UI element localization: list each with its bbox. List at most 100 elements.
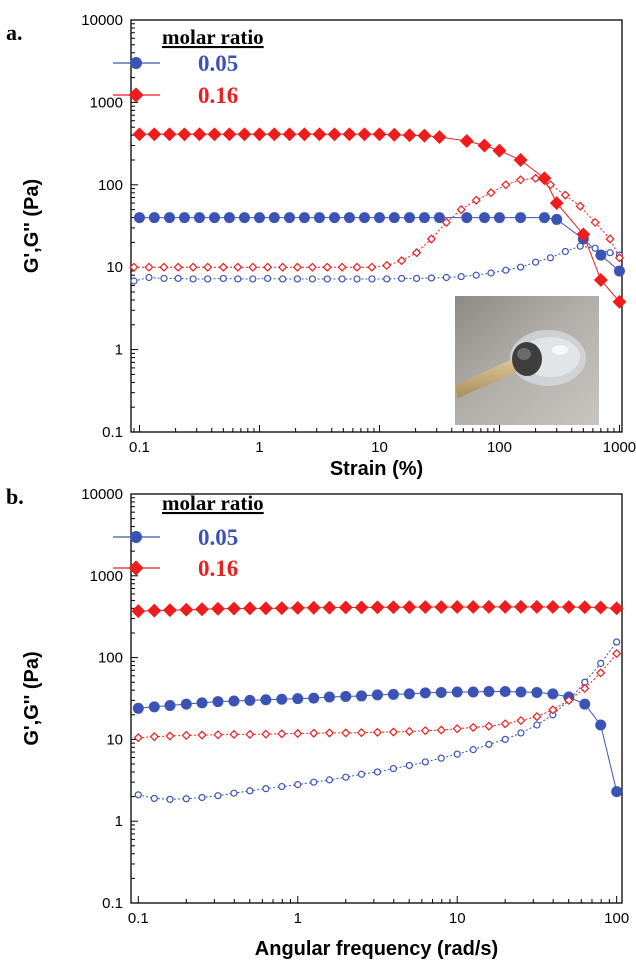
circle-marker: [421, 758, 429, 766]
data-series: [129, 127, 627, 309]
circle-marker: [329, 212, 341, 224]
diamond-marker: [370, 600, 385, 615]
circle-marker: [338, 275, 346, 283]
circle-marker: [148, 701, 160, 713]
circle-marker: [387, 688, 399, 700]
series-0.05-loss-modulus: [130, 242, 624, 285]
circle-marker: [435, 686, 447, 698]
diamond-marker: [322, 600, 337, 615]
diamond-marker: [492, 143, 507, 158]
diamond-marker: [322, 262, 332, 272]
circle-marker: [189, 275, 197, 283]
circle-marker: [353, 275, 361, 283]
series-0.16-storage-modulus: [132, 127, 627, 309]
sample-photo-inset: [455, 296, 599, 425]
x-tick-label: 100: [487, 439, 512, 456]
circle-marker: [403, 688, 415, 700]
diamond-marker: [203, 262, 213, 272]
legend-label: 0.05: [198, 525, 238, 550]
circle-marker: [268, 212, 280, 224]
diamond-marker: [580, 683, 590, 694]
diamond-marker: [261, 729, 271, 739]
circle-marker: [130, 531, 142, 543]
x-tick-label: 0.1: [129, 439, 150, 456]
circle-marker: [531, 258, 540, 266]
diamond-marker: [549, 196, 564, 211]
tick-labels: 0.1 1 10 100 0.1 1 10 100 1000 10000: [81, 486, 629, 927]
diamond-marker: [307, 262, 317, 272]
diamond-marker: [386, 600, 401, 615]
diamond-marker: [501, 180, 511, 190]
diamond-marker: [222, 127, 237, 142]
circle-marker: [238, 212, 250, 224]
y-tick-label: 10000: [81, 486, 123, 503]
diamond-marker: [564, 695, 574, 705]
circle-marker: [308, 275, 316, 283]
diamond-marker: [282, 127, 297, 142]
diamond-marker: [560, 190, 570, 200]
circle-marker: [355, 690, 367, 702]
diamond-marker: [537, 171, 552, 186]
circle-marker: [204, 275, 212, 283]
diamond-marker: [197, 730, 207, 740]
diamond-marker: [420, 726, 430, 736]
circle-marker: [371, 689, 383, 701]
circle-marker: [579, 698, 591, 710]
legend: molar ratio 0.05 0.16: [113, 491, 264, 581]
circle-marker: [276, 693, 288, 705]
diamond-marker: [342, 127, 357, 142]
diamond-marker: [513, 153, 528, 167]
diamond-marker: [436, 725, 446, 735]
legend-label: 0.16: [198, 83, 238, 108]
diamond-marker: [242, 601, 257, 616]
diamond-marker: [372, 127, 387, 142]
circle-marker: [483, 686, 495, 698]
diamond-marker: [529, 599, 544, 614]
diamond-marker: [545, 600, 560, 614]
series-line: [138, 641, 618, 800]
diamond-marker: [605, 234, 615, 244]
diamond-marker: [173, 262, 183, 272]
circle-marker: [606, 249, 614, 257]
circle-marker: [130, 277, 138, 285]
diamond-marker: [179, 602, 194, 617]
circle-marker: [597, 659, 605, 667]
circle-marker: [517, 729, 525, 737]
series-line: [133, 245, 620, 282]
circle-marker: [219, 274, 227, 283]
diamond-marker: [248, 262, 258, 272]
diamond-marker: [481, 599, 496, 614]
circle-marker: [469, 746, 477, 754]
circle-marker: [293, 275, 301, 283]
circle-marker: [294, 781, 302, 789]
circle-marker: [228, 695, 240, 707]
diamond-marker: [530, 173, 541, 183]
series-0.16-storage-modulus: [131, 599, 624, 619]
circle-marker: [212, 696, 224, 708]
circle-marker: [278, 782, 286, 791]
circle-marker: [148, 212, 160, 224]
diamond-marker: [614, 253, 625, 263]
circle-marker: [613, 638, 621, 646]
diamond-marker: [609, 601, 624, 616]
circle-marker: [538, 212, 550, 224]
diamond-marker: [418, 600, 433, 615]
circle-marker: [209, 212, 221, 224]
series-0.05-storage-modulus: [133, 212, 625, 277]
diamond-marker: [548, 705, 558, 715]
y-axis-title: G',G'' (Pa): [21, 651, 43, 745]
circle-marker: [292, 693, 304, 705]
diamond-marker: [297, 127, 312, 142]
x-axis-title: Angular frequency (rad/s): [255, 938, 498, 960]
circle-marker: [404, 212, 416, 224]
diamond-marker: [486, 188, 496, 198]
diamond-marker: [274, 601, 289, 616]
diamond-marker: [147, 603, 162, 618]
circle-marker: [515, 212, 527, 224]
circle-marker: [501, 735, 509, 744]
circle-marker: [493, 212, 505, 224]
diamond-marker: [177, 127, 192, 142]
y-tick-label: 1000: [90, 568, 123, 585]
circle-marker: [595, 719, 607, 731]
